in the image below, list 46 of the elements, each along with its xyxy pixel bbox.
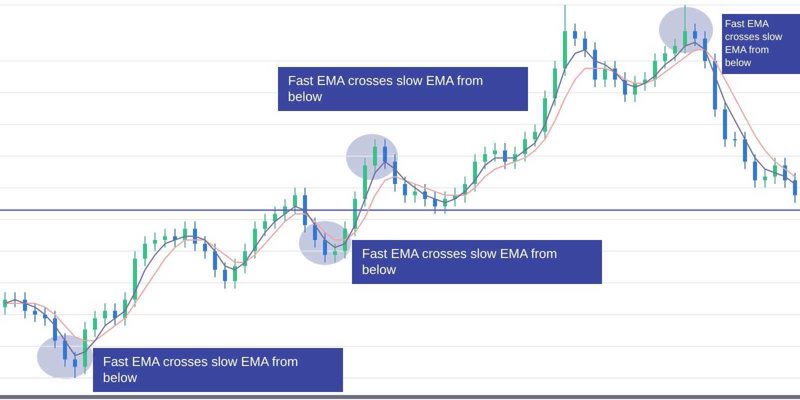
candlestick — [403, 176, 407, 204]
candlestick — [753, 154, 757, 188]
candlestick — [153, 232, 157, 252]
candlestick — [603, 60, 607, 88]
candlestick — [683, 5, 687, 54]
label-box: Fast EMA crosses slow EMA from below — [352, 240, 602, 284]
candlestick — [743, 131, 747, 170]
candlestick — [483, 146, 487, 170]
candlestick — [103, 302, 107, 326]
candlestick — [333, 243, 337, 263]
candlestick — [473, 154, 477, 192]
candlestick — [233, 258, 237, 289]
candlestick — [143, 236, 147, 267]
candlestick — [203, 236, 207, 260]
candlestick — [263, 213, 267, 237]
candlestick — [433, 191, 437, 214]
candlestick — [113, 302, 117, 326]
candlestick — [163, 228, 167, 248]
label-box: Fast EMA crosses slow EMA from below — [93, 348, 343, 392]
candlestick — [3, 292, 7, 316]
candlestick — [663, 46, 667, 69]
candlestick — [273, 206, 277, 230]
label-box: Fast EMA crosses slow EMA from below — [278, 67, 528, 111]
candlestick — [213, 243, 217, 278]
candlestick — [63, 332, 67, 368]
label-box: Fast EMA crosses slow EMA from below — [722, 14, 800, 74]
candlestick — [763, 168, 767, 188]
candlestick — [313, 217, 317, 248]
candlestick — [583, 30, 587, 58]
candlestick — [73, 351, 77, 378]
candlestick — [673, 38, 677, 62]
candlestick — [93, 310, 97, 338]
candlestick — [383, 138, 387, 170]
candlestick — [33, 302, 37, 323]
candlestick — [573, 23, 577, 47]
candlestick — [793, 172, 797, 204]
candlestick — [373, 138, 377, 174]
candlestick — [323, 232, 327, 263]
candlestick — [53, 310, 57, 349]
candlestick — [733, 131, 737, 148]
candlestick — [413, 184, 417, 204]
candlestick — [293, 187, 297, 214]
candlestick — [223, 262, 227, 289]
candlestick — [533, 124, 537, 148]
candlestick — [693, 23, 697, 47]
candlestick — [493, 142, 497, 162]
